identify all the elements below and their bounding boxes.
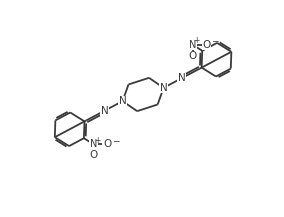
Text: O: O (202, 40, 210, 50)
Text: N: N (101, 106, 108, 116)
Text: −: − (211, 36, 219, 45)
Text: +: + (94, 136, 101, 145)
Text: −: − (112, 136, 119, 145)
Text: N: N (189, 40, 197, 50)
Text: +: + (193, 36, 200, 45)
Text: N: N (160, 83, 168, 93)
Text: N: N (90, 139, 97, 149)
Text: O: O (103, 139, 111, 149)
Text: O: O (89, 150, 97, 160)
Text: O: O (189, 51, 197, 61)
Text: N: N (119, 96, 126, 106)
Text: N: N (178, 73, 185, 83)
